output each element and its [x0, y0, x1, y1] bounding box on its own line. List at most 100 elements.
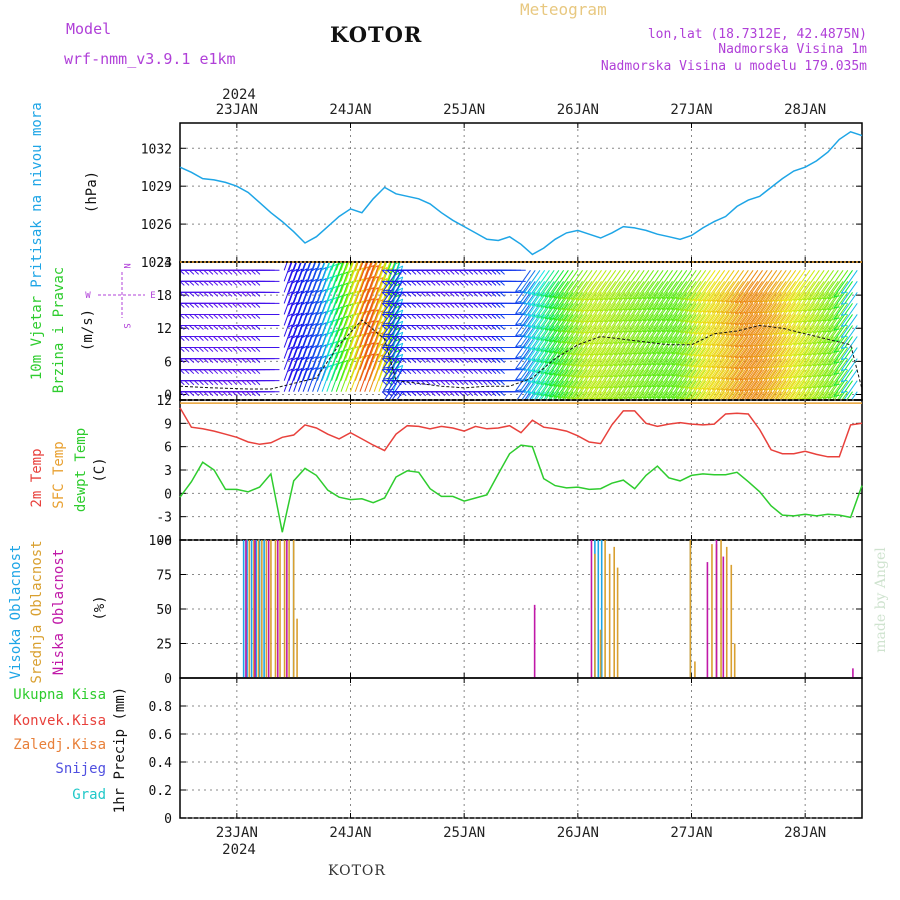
wind-barb-flag	[545, 417, 551, 418]
wind-barb	[788, 358, 811, 390]
wind-barb-flag	[754, 333, 761, 336]
wind-barb	[802, 281, 825, 312]
wind-barb	[302, 356, 313, 381]
wind-barb-flag	[545, 406, 551, 407]
wind-barb-flag	[594, 364, 601, 367]
wind-barb-flag	[454, 280, 460, 286]
wind-barb	[524, 391, 531, 400]
wind-barb-flag	[401, 314, 407, 319]
wind-barb-flag	[435, 336, 441, 341]
wind-barb-flag	[401, 358, 407, 364]
wind-barb	[730, 358, 754, 391]
wind-barb-flag	[580, 331, 587, 334]
wind-barb-flag	[363, 234, 368, 237]
wind-barb	[750, 369, 773, 400]
wind-barb-flag	[566, 308, 573, 311]
wind-barb-flag	[368, 254, 373, 257]
wind-barb-flag	[600, 409, 606, 410]
wind-barb-flag	[515, 322, 522, 326]
wind-barb-flag	[411, 369, 417, 375]
wind-barb-flag	[499, 291, 505, 297]
wind-barb	[730, 281, 754, 314]
wind-barb	[354, 332, 370, 370]
wind-barb	[596, 380, 612, 400]
wind-barb	[642, 358, 664, 388]
wind-barb	[350, 322, 364, 359]
wind-barb-flag	[662, 352, 669, 355]
wind-barb-flag	[657, 396, 664, 399]
wind-barb	[642, 369, 664, 399]
wind-barb-flag	[744, 366, 751, 370]
wind-barb-flag	[198, 369, 204, 375]
wind-barb	[628, 269, 650, 300]
wind-barb-flag	[745, 412, 751, 413]
wind-barb-flag	[387, 366, 395, 369]
elevation-text: Nadmorska Visina 1m	[718, 42, 867, 57]
wind-barb	[652, 281, 673, 310]
wind-barb-flag	[241, 269, 247, 275]
wind-label-line1: 10m Vjetar	[29, 296, 45, 380]
wind-barb-flag	[599, 298, 606, 301]
wind-barb-flag	[585, 375, 592, 378]
wind-barb-flag	[444, 280, 450, 286]
wind-barb-flag	[523, 313, 530, 316]
wind-barb	[807, 347, 830, 378]
wind-barb-flag	[702, 387, 709, 390]
wind-barb	[553, 269, 574, 299]
wind-barb	[648, 380, 664, 400]
wind-barb-flag	[458, 380, 464, 386]
wind-barb-flag	[472, 391, 478, 397]
wind-barb-flag	[675, 341, 683, 344]
wind-barb-flag	[203, 380, 209, 386]
wind-barb	[594, 303, 617, 334]
wind-barb-flag	[440, 391, 446, 397]
wind-barb	[345, 302, 359, 337]
wind-barb-flag	[721, 366, 728, 369]
wind-barb-flag	[823, 419, 829, 420]
wind-barb	[671, 269, 692, 299]
wind-barb-flag	[381, 358, 387, 364]
wind-barb-flag	[749, 300, 756, 303]
wind-barb	[707, 281, 730, 313]
wind-barb	[748, 380, 763, 400]
wind-barb	[798, 303, 820, 334]
wind-barb	[584, 292, 607, 323]
wind-barb-flag	[156, 370, 160, 374]
wind-barb-flag	[468, 347, 474, 352]
wind-barb-flag	[798, 353, 805, 356]
wind-barb	[618, 369, 640, 400]
wind-barb	[657, 325, 678, 355]
wind-barb-flag	[614, 341, 621, 345]
wind-barb	[634, 380, 650, 400]
wind-barb-flag	[744, 355, 751, 359]
wind-barb-flag	[203, 280, 209, 286]
wind-barb	[354, 343, 370, 381]
wind-barb-flag	[594, 342, 601, 345]
wind-barb-flag	[430, 336, 436, 341]
wind-barb-flag	[662, 307, 669, 311]
wind-barb	[827, 369, 849, 399]
wind-barb-flag	[391, 347, 397, 352]
wind-barb-flag	[675, 374, 683, 377]
wind-barb	[667, 380, 683, 400]
wind-barb	[548, 314, 569, 342]
wind-barb-flag	[381, 314, 387, 319]
wind-barb	[335, 348, 349, 381]
wind-barb-flag	[189, 269, 195, 275]
wind-barb-flag	[246, 391, 252, 397]
wind-barb-flag	[833, 372, 840, 375]
wind-barb-flag	[657, 340, 664, 344]
wind-barb-flag	[666, 363, 673, 366]
wind-barb	[807, 325, 830, 356]
wind-barb-flag	[391, 280, 397, 286]
wind-barb	[544, 292, 565, 320]
wind-barb	[760, 391, 768, 400]
wind-barb	[307, 356, 318, 381]
wind-barb	[297, 345, 308, 370]
wind-barb	[647, 347, 669, 377]
wind-barb	[822, 314, 844, 344]
wind-barb-flag	[833, 306, 840, 309]
wind-barb	[663, 380, 678, 400]
wind-barb-flag	[536, 337, 543, 341]
wind-barb-flag	[768, 377, 775, 380]
